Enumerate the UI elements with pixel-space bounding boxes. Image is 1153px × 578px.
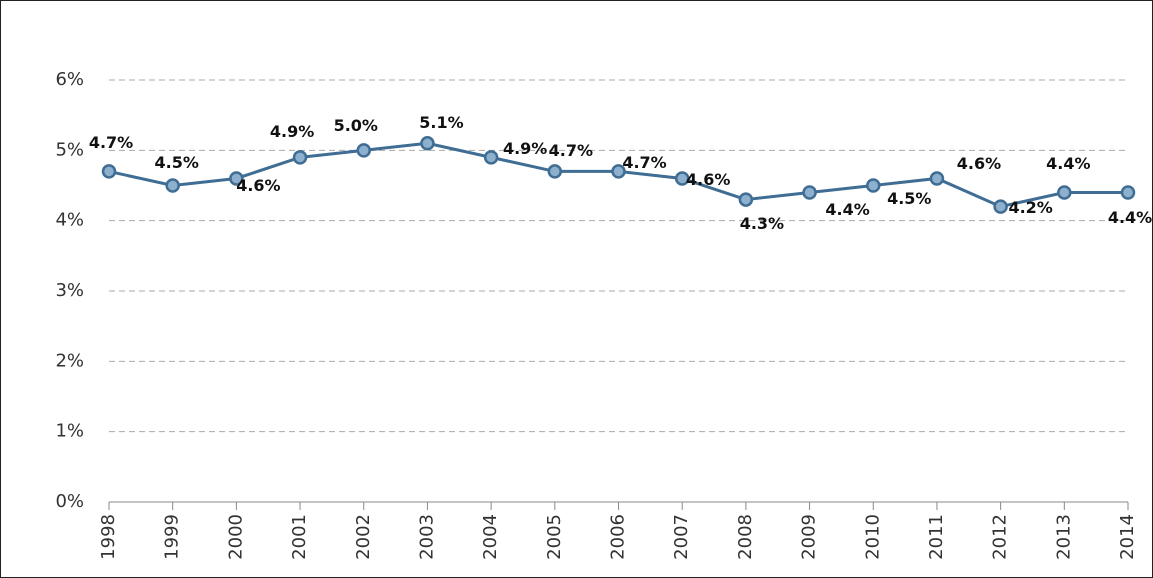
point-marker [101, 164, 117, 179]
y-tick-label: 6% [55, 69, 84, 90]
x-tick-label: 2001 [289, 514, 310, 560]
value-label: 4.5% [155, 153, 199, 172]
value-label: 4.9% [503, 139, 547, 158]
x-tick-label: 2009 [799, 514, 820, 560]
value-label: 4.4% [1046, 154, 1090, 173]
point-marker [929, 171, 945, 186]
x-tick-label: 2002 [353, 514, 374, 560]
y-tick-label: 2% [55, 350, 84, 371]
y-tick-label: 1% [55, 421, 84, 442]
value-label: 4.6% [236, 176, 280, 195]
value-label: 4.3% [740, 214, 784, 233]
value-label: 4.4% [1108, 208, 1152, 227]
point-marker [674, 171, 690, 186]
value-label: 5.0% [334, 116, 378, 135]
y-tick-label: 3% [55, 280, 84, 301]
point-marker [229, 171, 244, 186]
x-tick-label: 2006 [608, 514, 629, 560]
x-tick-label: 2003 [416, 514, 437, 560]
value-label: 4.2% [1008, 198, 1052, 217]
value-label: 4.5% [887, 189, 931, 208]
x-tick-label: 2007 [671, 514, 692, 560]
x-tick-label: 2004 [480, 514, 501, 560]
x-tick-label: 1999 [162, 514, 183, 560]
x-tick-label: 2011 [926, 514, 947, 560]
value-label: 4.7% [89, 133, 133, 152]
point-marker [802, 185, 817, 200]
x-tick-label: 2000 [225, 514, 246, 560]
point-marker [993, 199, 1008, 214]
point-marker [165, 178, 180, 193]
point-marker [420, 136, 435, 151]
value-label: 4.4% [825, 200, 869, 219]
point-marker [1120, 185, 1136, 200]
y-tick-label: 4% [55, 210, 84, 231]
x-tick-label: 2005 [544, 514, 565, 560]
point-marker [738, 192, 754, 207]
x-tick-label: 2008 [735, 514, 756, 560]
point-marker [547, 164, 563, 179]
value-label: 4.6% [686, 170, 730, 189]
point-marker [1057, 185, 1072, 200]
value-label: 4.9% [270, 122, 314, 141]
x-tick-label: 2012 [990, 514, 1011, 560]
value-label: 5.1% [419, 113, 463, 132]
x-tick-label: 2010 [862, 514, 883, 560]
x-tick-label: 1998 [98, 514, 119, 560]
value-label: 4.6% [957, 154, 1001, 173]
x-tick-label: 2014 [1117, 514, 1138, 560]
point-marker [483, 150, 499, 165]
point-marker [356, 143, 371, 158]
point-marker [866, 178, 881, 193]
x-tick-label: 2013 [1053, 514, 1074, 560]
value-label: 4.7% [549, 141, 593, 160]
value-label: 4.7% [622, 153, 666, 172]
point-marker [292, 150, 308, 165]
point-marker [611, 164, 626, 179]
y-tick-label: 5% [55, 139, 84, 160]
y-tick-label: 0% [55, 491, 84, 512]
